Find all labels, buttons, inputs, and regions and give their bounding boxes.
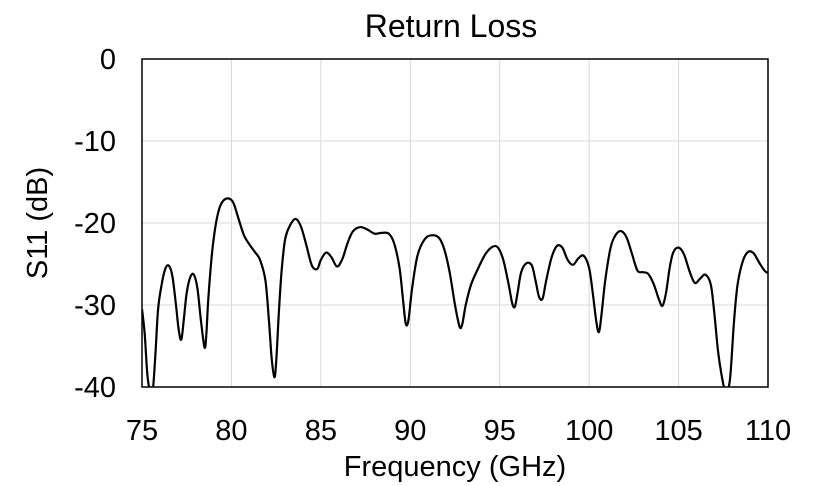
y-tick-label: -10 (74, 126, 116, 158)
x-tick-label: 80 (215, 415, 247, 447)
x-tick-label: 110 (745, 415, 791, 447)
y-tick-label: -40 (74, 372, 116, 404)
chart-title: Return Loss (365, 8, 538, 44)
x-tick-label: 85 (305, 415, 337, 447)
grid (142, 59, 768, 387)
x-tick-label: 90 (394, 415, 426, 447)
x-axis-label: Frequency (GHz) (344, 451, 566, 483)
x-tick-label: 105 (654, 415, 702, 447)
x-tick-label: 100 (565, 415, 613, 447)
y-axis-label: S11 (dB) (22, 167, 54, 279)
y-tick-label: -30 (74, 290, 116, 322)
x-axis-ticks: 75 80 85 90 95 100 105 110 (126, 415, 791, 447)
x-tick-label: 95 (484, 415, 516, 447)
y-tick-label: 0 (100, 44, 116, 76)
y-tick-label: -20 (74, 208, 116, 240)
s11-series-line (142, 197, 768, 387)
plot-frame (141, 58, 769, 388)
x-tick-label: 75 (126, 415, 158, 447)
y-axis-ticks: 0 -10 -20 -30 -40 (74, 44, 116, 404)
